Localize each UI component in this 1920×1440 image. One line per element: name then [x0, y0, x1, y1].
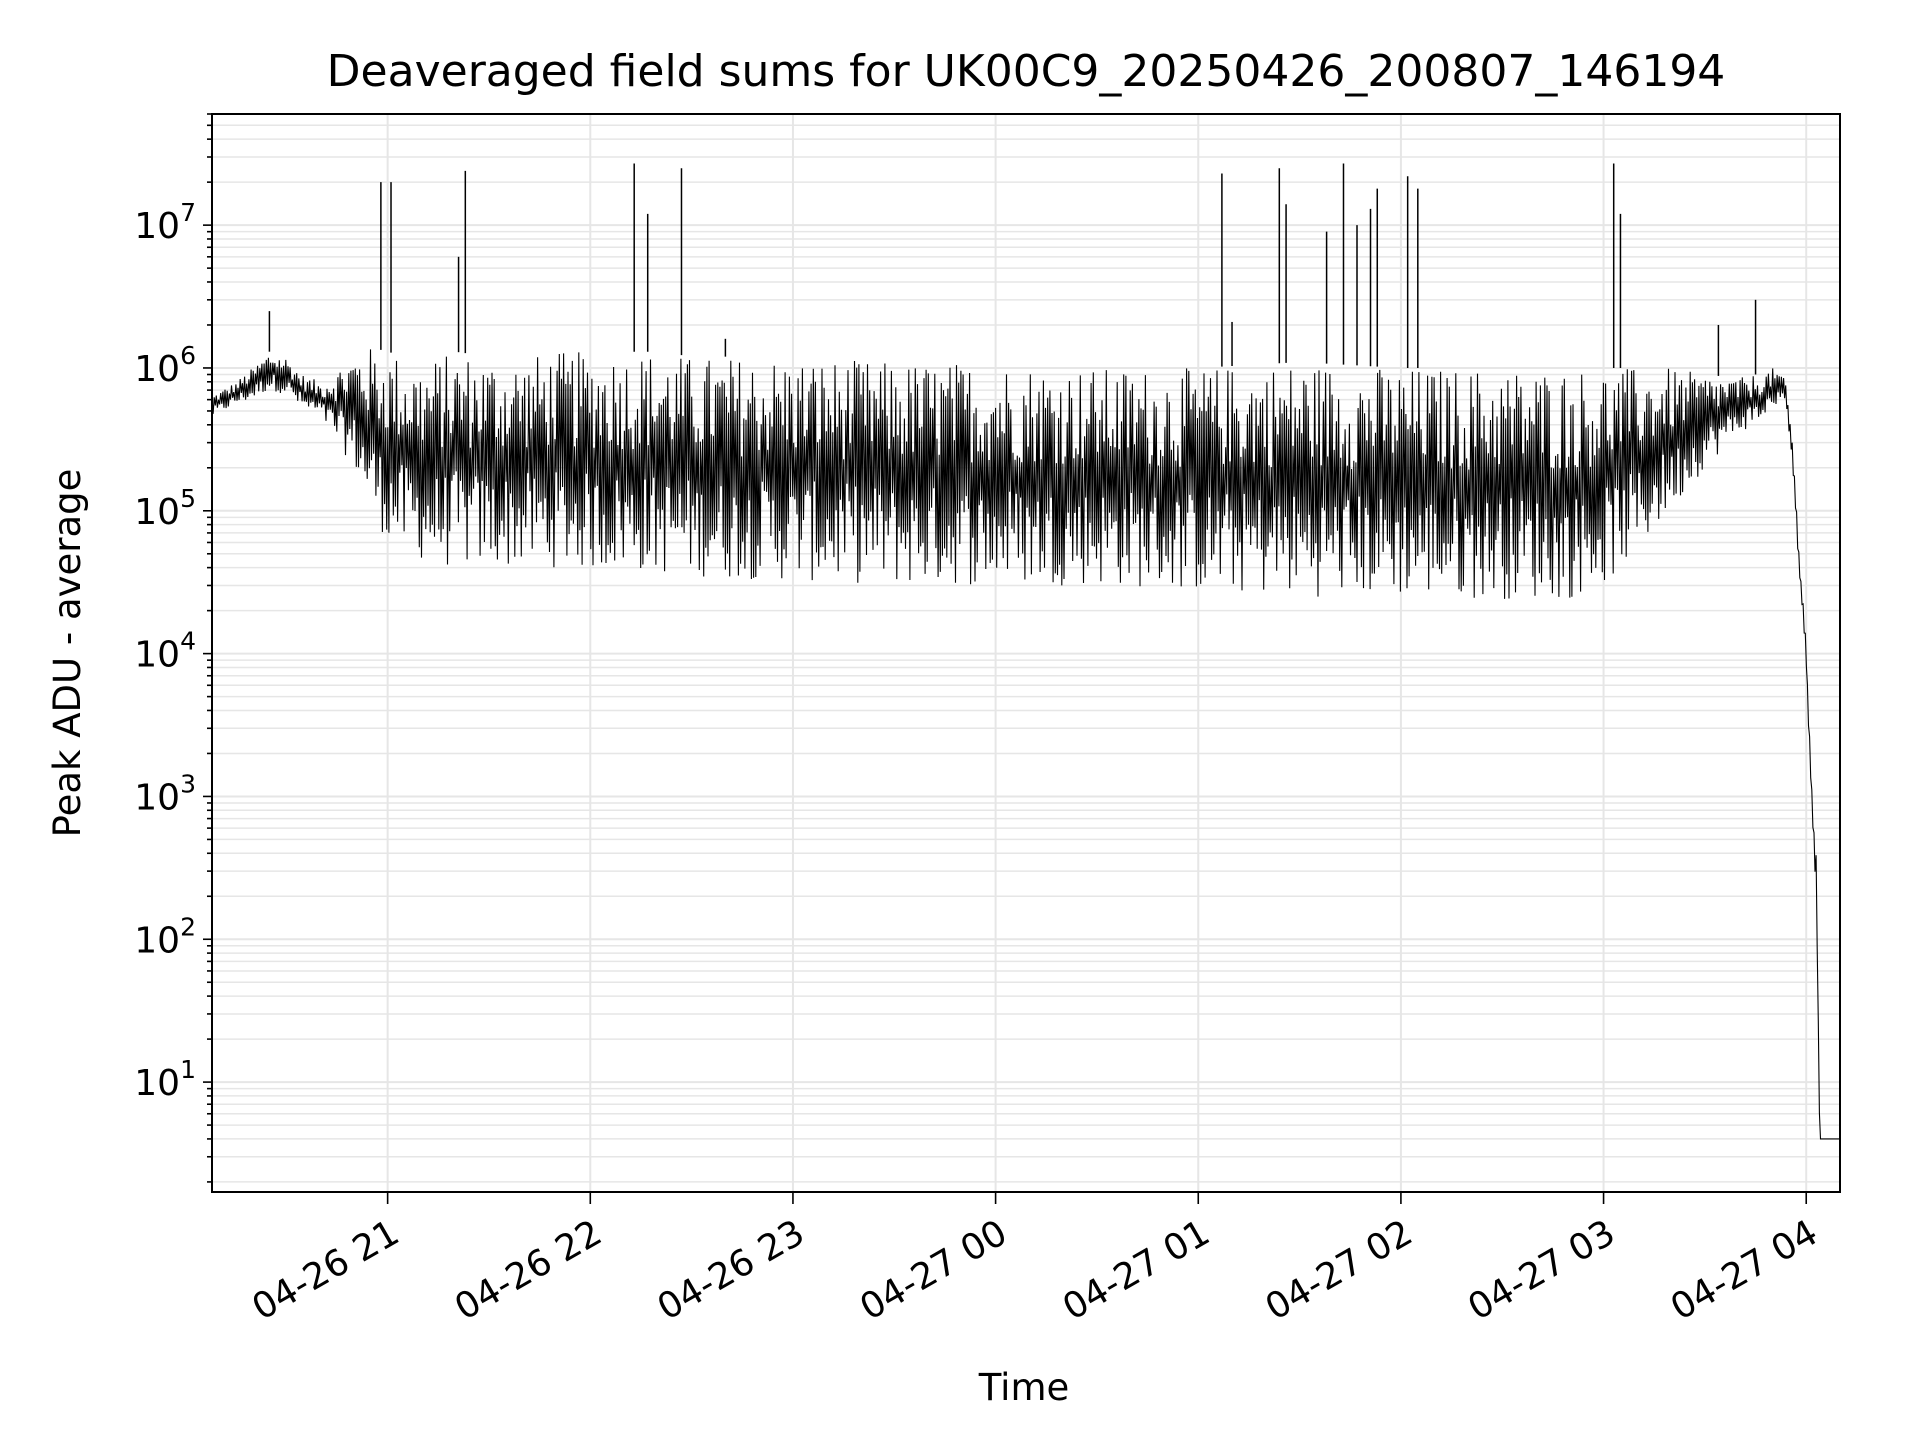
y-tick-label: 106	[134, 341, 196, 390]
y-tick-label: 101	[134, 1055, 196, 1104]
series-line	[211, 349, 1840, 1140]
y-tick-label: 105	[134, 484, 196, 533]
x-axis-label: Time	[978, 1366, 1070, 1409]
data-series	[211, 163, 1840, 1140]
y-tick-label: 107	[134, 198, 196, 247]
y-tick-label: 102	[134, 912, 196, 961]
y-tick-label: 104	[134, 627, 196, 676]
y-tick-label: 103	[134, 769, 196, 818]
chart-title: Deaveraged field sums for UK00C9_2025042…	[327, 46, 1726, 97]
y-axis-label: Peak ADU - average	[46, 469, 89, 838]
grid	[212, 113, 1840, 1192]
y-axis-ticks: 101 102 103 104 105 106 107	[134, 113, 212, 1183]
